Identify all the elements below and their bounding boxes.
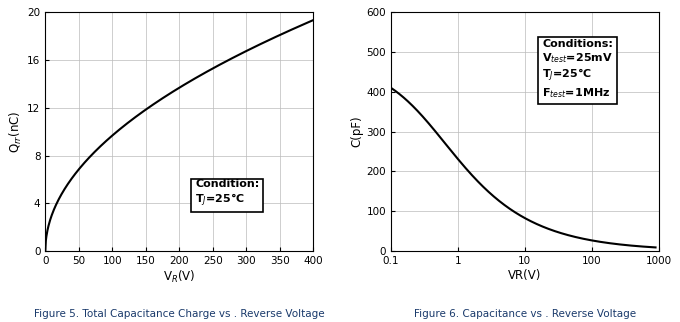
X-axis label: VR(V): VR(V)	[508, 269, 541, 281]
X-axis label: V$_{R}$(V): V$_{R}$(V)	[163, 269, 195, 285]
Text: Condition:
T$_{J}$=25°C: Condition: T$_{J}$=25°C	[195, 179, 260, 209]
Text: Conditions:
V$_{test}$=25mV
T$_{J}$=25°C
F$_{test}$=1MHz: Conditions: V$_{test}$=25mV T$_{J}$=25°C…	[542, 39, 613, 100]
Text: Figure 6. Capacitance vs . Reverse Voltage: Figure 6. Capacitance vs . Reverse Volta…	[413, 309, 636, 319]
Text: Figure 5. Total Capacitance Charge vs . Reverse Voltage: Figure 5. Total Capacitance Charge vs . …	[34, 309, 324, 319]
Y-axis label: C(pF): C(pF)	[351, 116, 364, 147]
Y-axis label: Q$_{rr}$(nC): Q$_{rr}$(nC)	[8, 110, 24, 153]
